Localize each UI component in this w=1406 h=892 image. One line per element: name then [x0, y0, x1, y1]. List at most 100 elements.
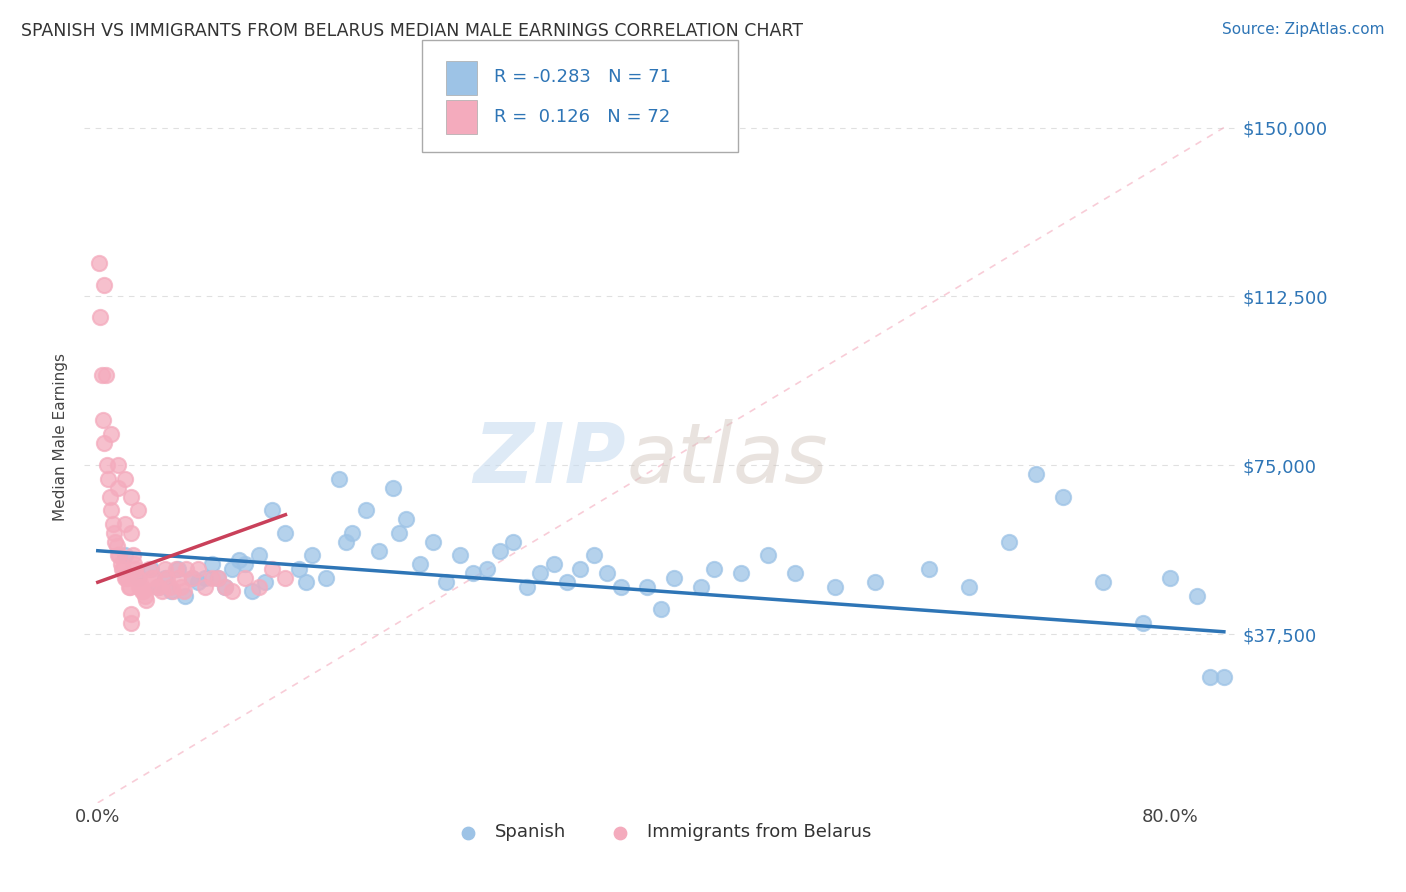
- Point: [174, 589, 197, 603]
- Point: [247, 548, 270, 562]
- Point: [117, 580, 139, 594]
- Point: [1052, 490, 1074, 504]
- Point: [93, 278, 115, 293]
- Point: [174, 562, 197, 576]
- Point: [703, 562, 725, 576]
- Point: [328, 472, 350, 486]
- Point: [422, 534, 444, 549]
- Point: [127, 503, 149, 517]
- Point: [122, 558, 145, 572]
- Point: [194, 580, 217, 594]
- Point: [957, 580, 980, 594]
- Point: [141, 562, 163, 576]
- Point: [228, 553, 250, 567]
- Point: [120, 607, 142, 621]
- Point: [160, 584, 183, 599]
- Point: [636, 580, 658, 594]
- Point: [129, 580, 152, 594]
- Point: [138, 562, 160, 576]
- Point: [114, 548, 136, 562]
- Point: [125, 571, 148, 585]
- Point: [865, 575, 887, 590]
- Point: [134, 589, 156, 603]
- Point: [221, 584, 243, 599]
- Point: [1159, 571, 1181, 585]
- Point: [233, 571, 256, 585]
- Point: [609, 580, 631, 594]
- Point: [294, 575, 316, 590]
- Point: [101, 516, 124, 531]
- Point: [165, 562, 187, 576]
- Point: [201, 571, 224, 585]
- Point: [115, 571, 138, 585]
- Point: [194, 571, 217, 585]
- Point: [187, 562, 209, 576]
- Point: [120, 615, 142, 630]
- Point: [114, 571, 136, 585]
- Point: [354, 503, 377, 517]
- Point: [89, 310, 111, 324]
- Point: [434, 575, 457, 590]
- Point: [408, 558, 430, 572]
- Point: [127, 571, 149, 585]
- Point: [104, 534, 127, 549]
- Point: [543, 558, 565, 572]
- Point: [233, 558, 256, 572]
- Point: [1185, 589, 1208, 603]
- Point: [153, 562, 176, 576]
- Point: [141, 571, 163, 585]
- Point: [150, 584, 173, 599]
- Point: [170, 580, 193, 594]
- Point: [153, 571, 176, 585]
- Point: [132, 584, 155, 599]
- Point: [148, 580, 170, 594]
- Point: [111, 562, 134, 576]
- Point: [1132, 615, 1154, 630]
- Point: [107, 548, 129, 562]
- Point: [120, 525, 142, 540]
- Point: [489, 543, 512, 558]
- Point: [274, 525, 297, 540]
- Point: [162, 584, 184, 599]
- Point: [918, 562, 941, 576]
- Point: [100, 426, 122, 441]
- Point: [288, 562, 311, 576]
- Point: [180, 571, 202, 585]
- Point: [93, 435, 115, 450]
- Point: [145, 580, 167, 594]
- Point: [131, 584, 153, 599]
- Point: [143, 571, 166, 585]
- Point: [247, 580, 270, 594]
- Text: SPANISH VS IMMIGRANTS FROM BELARUS MEDIAN MALE EARNINGS CORRELATION CHART: SPANISH VS IMMIGRANTS FROM BELARUS MEDIA…: [21, 22, 803, 40]
- Text: R = -0.283   N = 71: R = -0.283 N = 71: [494, 68, 671, 86]
- Point: [114, 472, 136, 486]
- Point: [730, 566, 752, 581]
- Point: [388, 525, 411, 540]
- Point: [756, 548, 779, 562]
- Point: [824, 580, 846, 594]
- Point: [98, 490, 121, 504]
- Point: [97, 472, 120, 486]
- Point: [1212, 670, 1234, 684]
- Point: [254, 575, 277, 590]
- Point: [117, 571, 139, 585]
- Point: [368, 543, 391, 558]
- Point: [100, 503, 122, 517]
- Point: [110, 558, 132, 572]
- Text: Source: ZipAtlas.com: Source: ZipAtlas.com: [1222, 22, 1385, 37]
- Point: [1025, 467, 1047, 482]
- Point: [135, 593, 157, 607]
- Point: [529, 566, 551, 581]
- Point: [173, 584, 195, 599]
- Point: [463, 566, 485, 581]
- Point: [87, 255, 110, 269]
- Point: [664, 571, 686, 585]
- Point: [107, 458, 129, 473]
- Point: [146, 580, 169, 594]
- Point: [555, 575, 578, 590]
- Point: [596, 566, 619, 581]
- Point: [381, 481, 404, 495]
- Point: [274, 571, 297, 585]
- Point: [301, 548, 323, 562]
- Point: [516, 580, 538, 594]
